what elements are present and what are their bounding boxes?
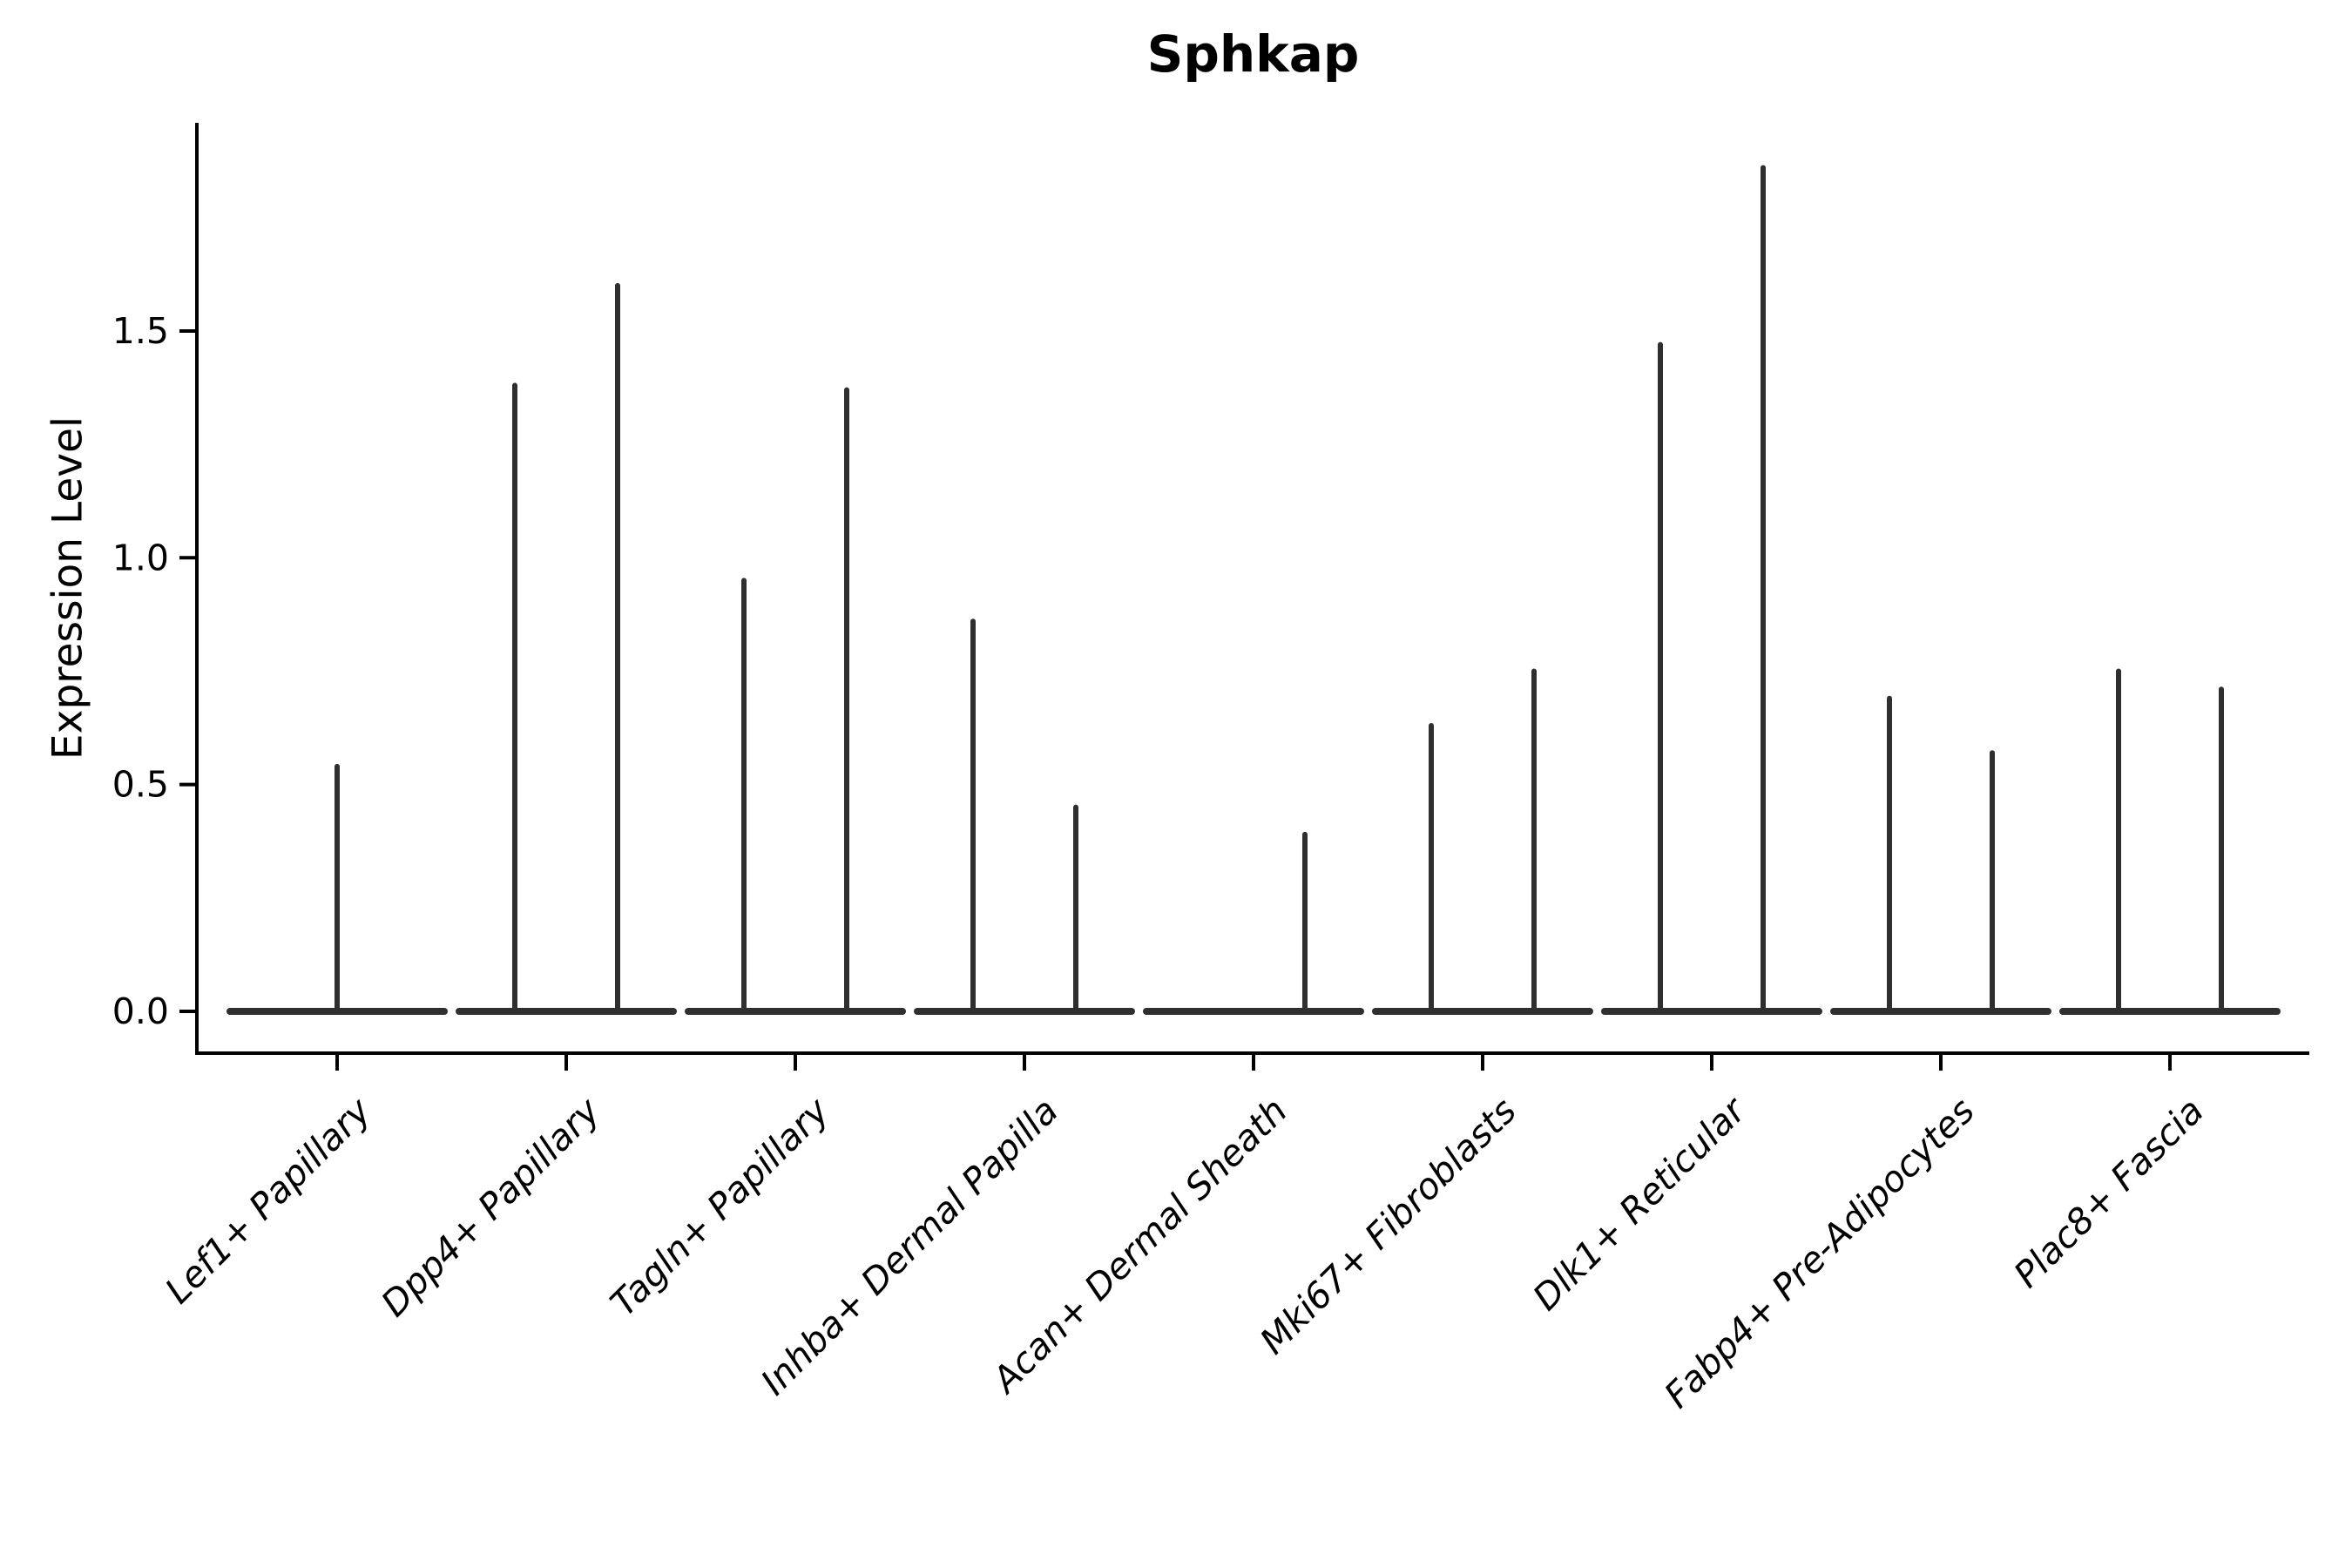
- y-tick-label: 0.5: [112, 764, 169, 806]
- y-tick-label: 1.0: [112, 537, 169, 578]
- chart-title: Sphkap: [1146, 24, 1360, 84]
- y-tick-label: 1.5: [112, 310, 169, 352]
- y-tick-label: 0.0: [112, 990, 169, 1032]
